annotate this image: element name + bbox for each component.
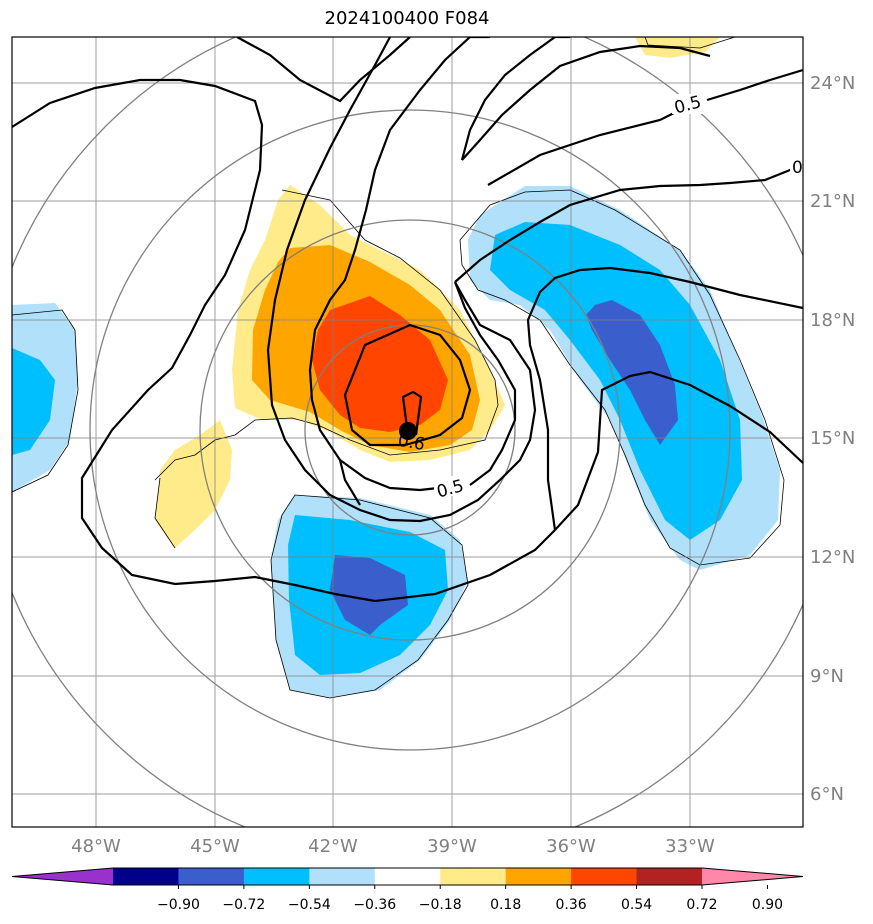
colorbar-bin <box>243 868 310 885</box>
colorbar-tick-label: 0.36 <box>556 897 587 913</box>
colorbar-tick-label: −0.72 <box>222 897 265 913</box>
colorbar: −0.90 −0.72 −0.54 −0.36 −0.18 0.18 0.36 0.54 0.7… <box>11 867 804 913</box>
thick-contours <box>12 37 803 603</box>
colorbar-extend-high <box>702 868 803 885</box>
colorbar-tick-label: 0.90 <box>752 897 783 913</box>
colorbar-extend-low <box>12 868 113 885</box>
colorbar-tick-label: −0.54 <box>288 897 331 913</box>
map-frame <box>11 36 804 828</box>
negative-anomaly-west <box>12 303 78 492</box>
lon-label: 39°W <box>427 836 477 857</box>
colorbar-tick-label: 0.72 <box>686 897 717 913</box>
colorbar-bin <box>440 868 507 885</box>
map-title: 2024100400 F084 <box>324 8 490 29</box>
colorbar-tick-label: −0.90 <box>157 897 200 913</box>
latitude-labels: 24°N 21°N 18°N 15°N 12°N 9°N 6°N <box>810 73 855 805</box>
longitude-labels: 48°W 45°W 42°W 39°W 36°W 33°W <box>71 836 715 857</box>
lat-label: 18°N <box>810 310 855 331</box>
colorbar-bin <box>374 868 441 885</box>
positive-anomaly-west-lobe <box>155 420 232 548</box>
range-rings <box>12 37 803 827</box>
lon-label: 33°W <box>665 836 715 857</box>
lat-label: 21°N <box>810 191 855 212</box>
lon-label: 42°W <box>308 836 358 857</box>
gridlines <box>12 37 803 827</box>
colorbar-tick-label: −0.36 <box>353 897 396 913</box>
lon-label: 48°W <box>71 836 121 857</box>
colorbar-outline <box>11 867 804 886</box>
map-area: 0.5 0.5 0.6 0 <box>12 37 803 827</box>
colorbar-tick-label: 0.18 <box>490 897 521 913</box>
lat-label: 9°N <box>810 666 844 687</box>
contour-label-0-east: 0 <box>792 158 803 178</box>
colorbar-bin <box>636 868 703 885</box>
colorbar-tick-label: −0.18 <box>419 897 462 913</box>
colorbar-bin <box>571 868 638 885</box>
colorbar-bin <box>505 868 572 885</box>
lon-label: 45°W <box>190 836 240 857</box>
lat-label: 24°N <box>810 73 855 94</box>
lon-label: 36°W <box>546 836 596 857</box>
lat-label: 12°N <box>810 547 855 568</box>
lat-label: 6°N <box>810 784 844 805</box>
lat-label: 15°N <box>810 428 855 449</box>
negative-anomaly-south <box>271 495 468 698</box>
thin-outline-contours <box>12 37 785 699</box>
colorbar-bin <box>113 868 179 885</box>
storm-center-dot <box>399 422 417 440</box>
colorbar-bin <box>178 868 245 885</box>
colorbar-tick-label: 0.54 <box>621 897 652 913</box>
colorbar-bin <box>309 868 376 885</box>
